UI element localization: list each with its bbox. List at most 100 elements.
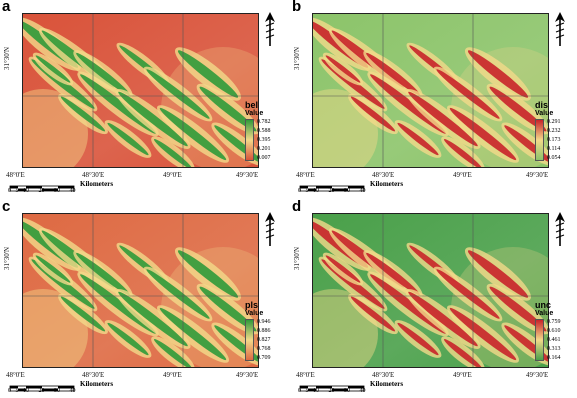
scale-tick: 30 <box>54 188 60 194</box>
legend-title: Value <box>535 310 554 317</box>
scale-bar: Kilometers 0 5 10 20 30 40 <box>298 180 448 196</box>
scale-tick: 10 <box>23 188 29 194</box>
longitude-label-3: 49°0'E <box>163 371 182 379</box>
map-surface <box>23 14 258 167</box>
scale-tick: 30 <box>344 188 350 194</box>
scale-tick: 0 <box>8 188 11 194</box>
scale-tick: 40 <box>69 188 76 194</box>
legend-value: 0.768 <box>257 346 271 352</box>
legend-value: 0.588 <box>257 128 271 134</box>
panel-letter: c <box>2 198 11 215</box>
legend-title: Value <box>245 310 264 317</box>
scale-tick: 5 <box>15 388 19 394</box>
map-surface <box>313 14 548 167</box>
longitude-label-1: 48°0'E <box>6 371 25 379</box>
panel-b: b 31°30'N 48°0'E 48°30'E 49°0'E 49°30'E … <box>290 0 576 196</box>
scale-units: Kilometers <box>370 180 404 188</box>
scale-tick: 20 <box>38 388 45 394</box>
map-raster <box>312 13 549 168</box>
legend-value: 0.886 <box>257 328 271 334</box>
scale-units: Kilometers <box>80 180 114 188</box>
latitude-label: 31°30'N <box>3 46 11 70</box>
scale-tick: 10 <box>313 188 319 194</box>
legend: unc Value 0.759 0.610 0.461 0.313 0.164 <box>535 300 577 361</box>
longitude-label-4: 49°30'E <box>236 171 259 179</box>
north-arrow-icon <box>265 212 275 246</box>
scale-tick: 40 <box>359 188 366 194</box>
scale-tick: 10 <box>313 388 319 394</box>
map-raster <box>22 213 259 368</box>
legend-layer-code: unc <box>535 300 552 310</box>
scale-tick: 20 <box>328 188 335 194</box>
panel-letter: a <box>2 0 11 15</box>
scale-tick: 5 <box>15 188 19 194</box>
legend-color-ramp <box>535 119 544 161</box>
legend-value: 0.827 <box>257 337 271 343</box>
legend-value: 0.054 <box>547 155 561 161</box>
scale-tick: 40 <box>359 388 366 394</box>
scale-bar-graphic <box>299 385 365 392</box>
legend-value: 0.291 <box>547 119 561 125</box>
panel-a: a 31°30'N 48°0'E 48°30'E 49°0'E 49°30'E … <box>0 0 286 196</box>
legend-value: 0.232 <box>547 128 561 134</box>
longitude-label-4: 49°30'E <box>526 371 549 379</box>
longitude-label-3: 49°0'E <box>453 371 472 379</box>
longitude-label-2: 48°30'E <box>82 171 105 179</box>
longitude-label-2: 48°30'E <box>372 171 395 179</box>
legend-value: 0.709 <box>257 355 271 361</box>
map-raster <box>312 213 549 368</box>
legend-value: 0.782 <box>257 119 271 125</box>
scale-tick: 10 <box>23 388 29 394</box>
longitude-label-3: 49°0'E <box>163 171 182 179</box>
panel-d: d 31°30'N 48°0'E 48°30'E 49°0'E 49°30'E … <box>290 198 577 396</box>
legend-value: 0.007 <box>257 155 271 161</box>
legend: dis Value 0.291 0.232 0.173 0.114 0.054 <box>535 100 577 161</box>
scale-bar-graphic <box>9 385 75 392</box>
panel-letter: b <box>292 0 302 15</box>
scale-tick: 40 <box>69 388 76 394</box>
longitude-label-4: 49°30'E <box>526 171 549 179</box>
longitude-label-1: 48°0'E <box>296 371 315 379</box>
legend-value: 0.461 <box>547 337 561 343</box>
scale-tick: 0 <box>298 188 301 194</box>
legend-color-ramp <box>245 319 254 361</box>
scale-bar: Kilometers 0 5 10 20 30 40 <box>8 180 158 196</box>
longitude-label-3: 49°0'E <box>453 171 472 179</box>
map-raster <box>22 13 259 168</box>
map-surface <box>23 214 258 367</box>
legend-color-ramp <box>245 119 254 161</box>
scale-bar: Kilometers 0 5 10 20 30 40 <box>298 380 448 396</box>
scale-tick-labels: 0 5 10 20 30 40 <box>8 388 76 394</box>
north-arrow-icon <box>265 12 275 46</box>
legend-color-ramp <box>535 319 544 361</box>
map-surface <box>313 214 548 367</box>
longitude-label-1: 48°0'E <box>6 171 25 179</box>
scale-units: Kilometers <box>80 380 114 388</box>
legend-value: 0.313 <box>547 346 561 352</box>
latitude-label: 31°30'N <box>293 46 301 70</box>
longitude-label-2: 48°30'E <box>372 371 395 379</box>
latitude-label: 31°30'N <box>3 246 11 270</box>
legend-value: 0.610 <box>547 328 561 334</box>
panel-c: c 31°30'N 48°0'E 48°30'E 49°0'E 49°30'E … <box>0 198 286 396</box>
legend-layer-code: pls <box>245 300 259 310</box>
scale-tick: 30 <box>54 388 60 394</box>
legend-value: 0.173 <box>547 137 561 143</box>
scale-tick: 5 <box>305 188 309 194</box>
scale-tick: 30 <box>344 388 350 394</box>
scale-tick-labels: 0 5 10 20 30 40 <box>298 388 366 394</box>
legend-title: Value <box>245 110 264 117</box>
scale-bar-graphic <box>299 185 365 192</box>
scale-bar: Kilometers 0 5 10 20 30 40 <box>8 380 158 396</box>
north-arrow-icon <box>555 212 565 246</box>
longitude-label-2: 48°30'E <box>82 371 105 379</box>
legend-value: 0.164 <box>547 355 561 361</box>
legend-value: 0.759 <box>547 319 561 325</box>
legend-value: 0.946 <box>257 319 271 325</box>
scale-tick: 5 <box>305 388 309 394</box>
scale-units: Kilometers <box>370 380 404 388</box>
legend-layer-code: bel <box>245 100 259 110</box>
longitude-label-1: 48°0'E <box>296 171 315 179</box>
scale-tick: 20 <box>38 188 45 194</box>
legend: bel Value 0.782 0.588 0.395 0.201 0.007 <box>245 100 290 161</box>
